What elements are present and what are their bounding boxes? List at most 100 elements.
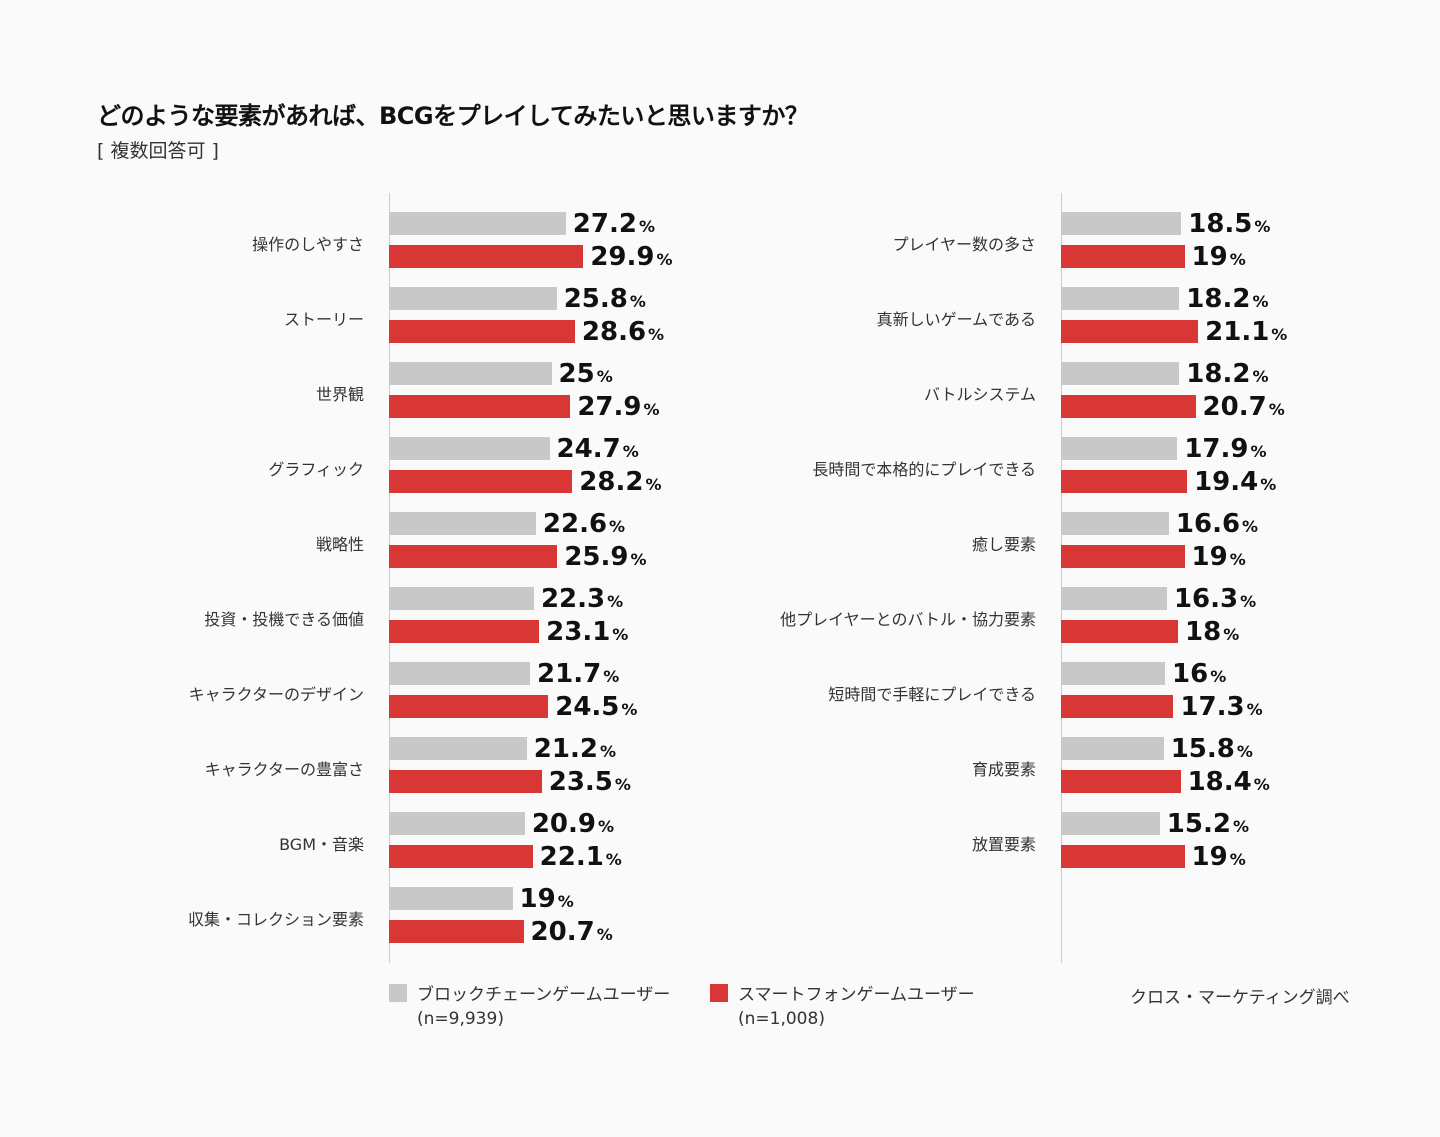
bar [1061,212,1182,235]
bar [389,587,534,610]
source-note: クロス・マーケティング調べ [1130,988,1350,1008]
bar [389,545,558,568]
bar [1061,245,1185,268]
data-label: 27.9% [577,392,660,422]
legend-swatch [389,984,407,1002]
bar [389,470,573,493]
bar [389,695,549,718]
bar [1061,620,1178,643]
bar [1061,662,1165,685]
chart-subtitle: [ 複数回答可 ] [97,140,219,162]
bar [1061,437,1178,460]
legend-n: (n=1,008) [738,1009,825,1029]
legend-swatch [710,984,728,1002]
legend-item-smartphone: スマートフォンゲームユーザー (n=1,008) [710,983,975,1031]
data-label: 20.7% [530,917,613,947]
bar [389,620,540,643]
bar [389,812,525,835]
legend-n: (n=9,939) [417,1009,504,1029]
bar [389,395,571,418]
data-label: 25% [558,359,613,389]
data-label: 21.7% [537,659,620,689]
bar [389,320,575,343]
bar [1061,737,1164,760]
legend-label: スマートフォンゲームユーザー [738,985,975,1005]
data-label: 18% [1185,617,1240,647]
axis-line [389,193,390,963]
chart-title: どのような要素があれば、BCGをプレイしてみたいと思いますか？ [97,102,809,130]
category-label: グラフィック [268,460,364,479]
data-label: 16.3% [1173,584,1257,614]
category-label: バトルシステム [923,385,1036,404]
bar [389,245,584,268]
data-label: 28.6% [581,317,665,347]
data-label: 16% [1172,659,1227,689]
bar [389,770,542,793]
bar [389,212,566,235]
bar [1061,512,1169,535]
category-label: 投資・投機できる価値 [204,610,364,629]
data-label: 19% [519,884,574,914]
bar [1061,770,1181,793]
data-label: 22.6% [542,509,626,539]
bar [389,887,513,910]
bar [1061,395,1196,418]
category-label: 短時間で手軽にプレイできる [828,685,1036,704]
data-label: 23.5% [548,767,631,797]
bar [389,920,524,943]
category-label: プレイヤー数の多さ [892,235,1036,254]
data-label: 19% [1191,242,1246,272]
data-label: 22.3% [540,584,624,614]
data-label: 16.6% [1175,509,1259,539]
data-label: 18.2% [1186,359,1269,389]
bar [389,512,536,535]
bar [1061,845,1185,868]
bar [1061,812,1160,835]
category-label: キャラクターのデザイン [188,685,364,704]
axis-line [1061,193,1062,963]
data-label: 23.1% [546,617,629,647]
bar [389,287,557,310]
data-label: 21.2% [533,734,616,764]
bar [389,662,531,685]
bar [389,362,552,385]
category-label: 育成要素 [971,760,1036,779]
data-label: 24.5% [555,692,638,722]
bar [1061,587,1167,610]
bar [1061,470,1188,493]
category-label: BGM・音楽 [279,835,364,854]
bar [1061,362,1180,385]
data-label: 27.2% [572,209,655,239]
data-label: 28.2% [579,467,662,497]
data-label: 20.9% [531,809,615,839]
category-label: 収集・コレクション要素 [187,910,364,929]
data-label: 18.4% [1187,767,1270,797]
data-label: 22.1% [539,842,622,872]
bar [389,437,550,460]
data-label: 25.9% [564,542,647,572]
data-label: 21.1% [1205,317,1288,347]
bar [1061,695,1174,718]
data-label: 15.2% [1166,809,1249,839]
bar [389,737,527,760]
legend-label: ブロックチェーンゲームユーザー [417,985,671,1005]
data-label: 19.4% [1194,467,1277,497]
data-label: 24.7% [556,434,639,464]
category-label: 世界観 [315,385,364,404]
category-label: 真新しいゲームである [876,310,1036,329]
category-label: 戦略性 [315,535,364,554]
data-label: 18.5% [1188,209,1271,239]
bar [1061,287,1180,310]
category-label: 放置要素 [971,835,1036,854]
data-label: 29.9% [590,242,673,272]
data-label: 17.3% [1180,692,1263,722]
category-label: キャラクターの豊富さ [204,760,364,779]
data-label: 15.8% [1170,734,1253,764]
bar [389,845,533,868]
category-label: ストーリー [283,310,364,329]
data-label: 19% [1191,842,1246,872]
category-label: 長時間で本格的にプレイできる [812,460,1036,479]
data-label: 19% [1191,542,1246,572]
category-label: 操作のしやすさ [252,235,364,254]
